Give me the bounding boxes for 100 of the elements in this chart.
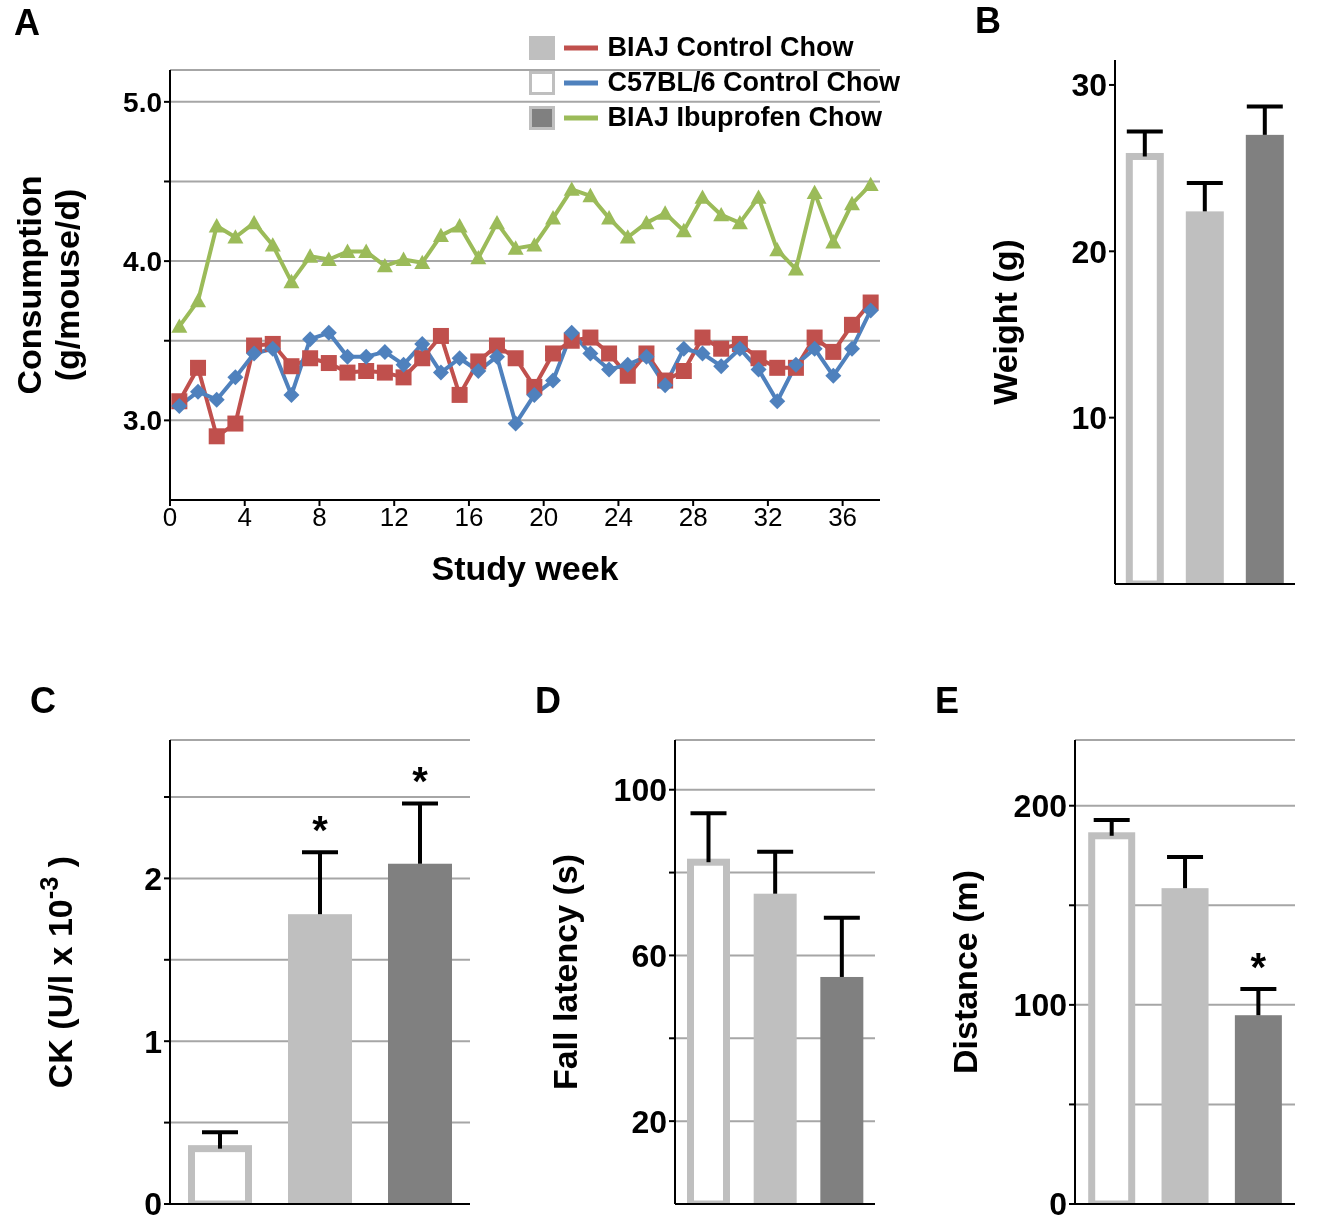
x-tick-label: 8 <box>312 502 327 533</box>
chart-title: B <box>975 0 1001 42</box>
y-tick-label: 2 <box>144 860 162 897</box>
point <box>171 398 188 415</box>
point <box>806 184 823 200</box>
legend-label: BIAJ Ibuprofen Chow <box>607 102 882 133</box>
point <box>825 234 842 249</box>
bar <box>288 914 352 1204</box>
point <box>320 324 337 341</box>
chart-title: C <box>30 680 56 722</box>
y-tick-label: 100 <box>613 772 667 809</box>
y-tick-label: 0 <box>144 1186 162 1223</box>
y-tick-label: 20 <box>1071 233 1107 270</box>
y-tick-label: 60 <box>631 937 667 974</box>
x-tick-label: 20 <box>529 502 559 533</box>
point <box>208 218 225 233</box>
point <box>675 340 692 357</box>
x-tick-label: 28 <box>678 502 708 533</box>
y-axis-title: Fall latency (s) <box>546 853 584 1091</box>
point <box>507 350 524 367</box>
point <box>488 214 505 230</box>
point <box>806 329 823 346</box>
x-tick-label: 4 <box>237 502 252 533</box>
x-axis-title: Study week <box>431 549 619 587</box>
point <box>545 345 562 362</box>
point <box>862 176 879 192</box>
point <box>339 243 356 258</box>
point <box>507 240 524 255</box>
point <box>769 359 786 376</box>
point <box>601 345 618 362</box>
point <box>376 257 393 273</box>
point <box>582 187 599 203</box>
point <box>227 415 244 432</box>
point <box>545 210 562 225</box>
point <box>227 369 244 386</box>
point <box>190 292 207 308</box>
bar <box>388 863 452 1204</box>
point <box>750 350 767 367</box>
point <box>619 367 636 384</box>
point <box>713 206 730 222</box>
point <box>526 386 543 403</box>
point <box>432 364 449 381</box>
point <box>395 251 412 266</box>
chart-title: D <box>535 680 561 722</box>
point <box>283 273 300 289</box>
point <box>657 377 674 394</box>
point <box>320 251 337 266</box>
legend-label: BIAJ Control Chow <box>607 32 854 63</box>
point <box>563 324 580 341</box>
point <box>395 369 412 386</box>
point <box>246 345 263 362</box>
point <box>432 327 449 344</box>
point <box>713 340 730 357</box>
point <box>302 350 319 367</box>
y-tick-label: 0 <box>1049 1186 1067 1223</box>
x-tick-label: 24 <box>603 502 633 533</box>
y-tick-label: 10 <box>1071 400 1107 437</box>
point <box>694 345 711 362</box>
data-label: * <box>312 808 329 853</box>
point <box>787 261 804 276</box>
point <box>208 428 225 445</box>
point <box>713 358 730 375</box>
point <box>339 364 356 381</box>
point <box>806 340 823 357</box>
data-label: * <box>412 759 429 804</box>
point <box>190 383 207 400</box>
point <box>694 189 711 204</box>
x-tick-label: 36 <box>828 502 858 533</box>
point <box>264 340 281 357</box>
y-tick-label: 200 <box>1013 788 1067 825</box>
point <box>563 181 580 196</box>
point <box>302 248 319 263</box>
y-tick-label: 5.0 <box>123 86 162 118</box>
point <box>582 329 599 346</box>
point <box>769 241 786 257</box>
point <box>769 393 786 410</box>
point <box>731 214 748 230</box>
y-axis-title: Weight (g) <box>986 239 1024 405</box>
point <box>470 363 487 379</box>
point <box>451 350 468 367</box>
point <box>302 331 319 348</box>
point <box>451 218 468 233</box>
point <box>488 348 505 365</box>
point <box>283 358 300 375</box>
data-label: * <box>1250 944 1267 989</box>
point <box>451 386 468 403</box>
point <box>395 356 412 373</box>
point <box>414 254 431 270</box>
point <box>862 302 879 319</box>
point <box>414 350 431 367</box>
point <box>750 189 767 204</box>
y-tick-label: 30 <box>1071 67 1107 104</box>
legend-label: C57BL/6 Control Chow <box>607 67 900 98</box>
point <box>507 415 524 432</box>
point <box>432 227 449 243</box>
x-tick-label: 32 <box>753 502 783 533</box>
y-tick-label: 20 <box>631 1103 667 1140</box>
point <box>171 318 188 333</box>
point <box>825 343 842 360</box>
point <box>526 237 543 252</box>
